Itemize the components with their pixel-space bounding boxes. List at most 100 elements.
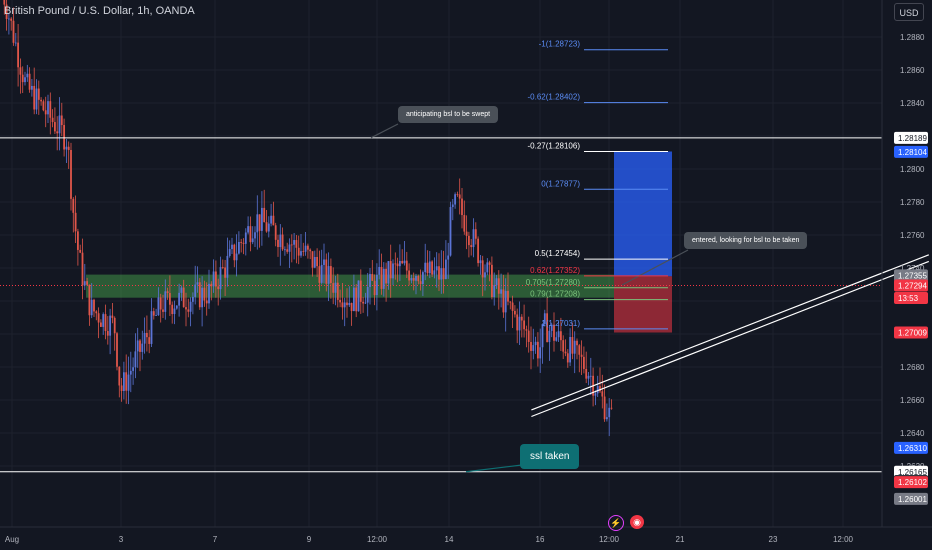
candle-body <box>564 351 567 354</box>
candle-body <box>373 280 376 296</box>
candle-body <box>37 88 40 100</box>
candle-body <box>481 260 484 278</box>
candle-body <box>608 407 611 418</box>
candle-body <box>279 234 282 248</box>
candle-body <box>152 311 155 316</box>
bsl-pointer <box>370 123 399 139</box>
price-badge <box>894 131 928 144</box>
candle-body <box>392 263 394 279</box>
price-badge <box>894 145 928 158</box>
candle-body <box>286 249 289 252</box>
candle-body <box>265 222 268 232</box>
fib-label: 0.705(1.27280) <box>526 278 581 287</box>
trendline <box>531 260 930 418</box>
candle-body <box>284 249 286 251</box>
candle-body <box>576 340 578 346</box>
candle-body <box>403 260 406 264</box>
lightning-icon[interactable]: ⚡ <box>608 515 624 531</box>
candle-body <box>189 301 192 312</box>
candle-body <box>33 85 36 110</box>
candle-body <box>173 308 176 315</box>
candle-body <box>394 263 397 265</box>
candle-body <box>504 290 507 313</box>
candle-body <box>26 73 29 78</box>
candle-body <box>569 337 571 363</box>
candle-body <box>311 251 314 268</box>
candle-body <box>610 407 613 409</box>
candle-body <box>288 244 291 252</box>
y-tick-label: 1.2660 <box>900 396 925 405</box>
price-badge <box>894 476 928 489</box>
candle-body <box>194 284 197 297</box>
candles <box>3 0 613 437</box>
news-icon[interactable]: ◉ <box>630 515 644 529</box>
candle-body <box>263 207 266 223</box>
candle-body <box>171 304 174 315</box>
candle-body <box>353 287 355 312</box>
price-badge-label: 1.26310 <box>898 444 927 453</box>
candle-body <box>364 302 367 304</box>
candle-body <box>146 332 148 338</box>
candle-body <box>5 4 8 19</box>
candle-body <box>28 73 31 90</box>
candle-body <box>65 146 68 150</box>
candle-body <box>553 324 555 341</box>
candle-body <box>159 297 162 310</box>
candle-body <box>433 270 436 275</box>
candle-body <box>169 293 171 305</box>
candle-body <box>180 287 183 293</box>
candle-body <box>461 198 463 216</box>
candle-body <box>530 341 532 351</box>
candle-body <box>465 231 468 236</box>
candle-body <box>557 331 560 338</box>
ssl-pointer <box>465 464 523 473</box>
candle-body <box>543 313 546 325</box>
candle-body <box>261 207 263 231</box>
candle-body <box>350 302 353 312</box>
candle-body <box>143 332 146 344</box>
entry-callout: entered, looking for bsl to be taken <box>684 232 808 249</box>
trendline <box>531 254 930 411</box>
candle-body <box>562 340 565 352</box>
candle-body <box>532 345 535 351</box>
candle-body <box>380 266 383 289</box>
target-zone <box>614 151 672 277</box>
candle-body <box>150 311 153 344</box>
candle-body <box>148 337 151 344</box>
candle-body <box>47 101 49 115</box>
candle-body <box>313 256 316 268</box>
candle-body <box>31 85 33 90</box>
candle-body <box>550 324 553 331</box>
y-tick-label: 1.2780 <box>900 198 925 207</box>
currency-button[interactable]: USD <box>894 3 924 21</box>
candle-body <box>320 264 323 283</box>
candle-body <box>578 345 581 355</box>
candle-body <box>396 263 399 267</box>
candle-body <box>518 316 521 331</box>
candle-body <box>371 273 374 281</box>
candle-body <box>155 315 157 316</box>
candle-body <box>488 262 491 265</box>
candle-body <box>120 385 123 391</box>
candle-body <box>507 290 509 302</box>
candle-body <box>426 262 429 274</box>
candle-body <box>164 291 167 312</box>
candle-body <box>134 351 137 368</box>
candle-body <box>424 262 427 273</box>
candle-body <box>74 212 77 232</box>
y-tick-label: 1.2860 <box>900 66 925 75</box>
candle-body <box>90 299 93 316</box>
candle-body <box>470 245 473 248</box>
candle-body <box>42 101 45 111</box>
price-badge <box>894 326 928 339</box>
entry-pointer <box>621 249 689 286</box>
candle-body <box>290 244 293 246</box>
candle-body <box>116 333 118 367</box>
candle-body <box>54 122 56 132</box>
candle-body <box>330 266 332 284</box>
candle-body <box>341 302 344 308</box>
candle-body <box>205 300 208 304</box>
